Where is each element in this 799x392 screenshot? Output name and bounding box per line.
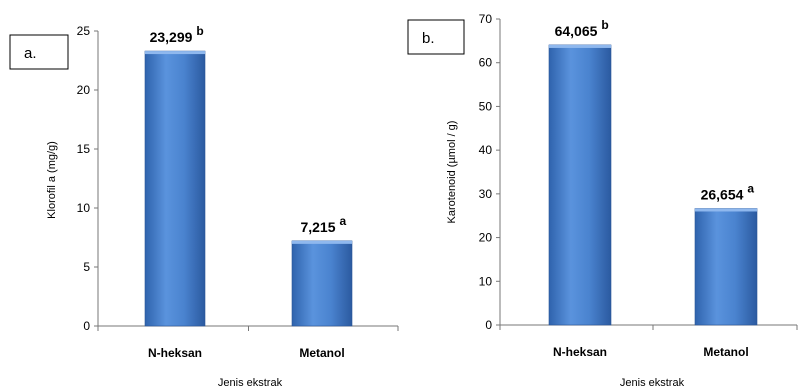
y-tick-label: 0 (83, 319, 90, 333)
x-tick-label: N-heksan (553, 345, 607, 359)
data-label: 7,215 (300, 219, 335, 235)
y-tick-label: 0 (485, 318, 492, 332)
y-tick-label: 5 (83, 260, 90, 274)
y-tick-label: 25 (77, 24, 91, 38)
chart-panel-a: a. Klorofil a (mg/g) 0 5 10 15 20 25 N-heksan 2… (9, 24, 399, 389)
bar (548, 44, 612, 326)
data-label: 64,065 (555, 23, 598, 39)
y-axis-title: Karotenoid (µmol / g) (446, 121, 458, 224)
y-tick-label: 15 (77, 142, 91, 156)
x-axis-label: Jenis ekstrak (620, 377, 685, 389)
panel-label-box (407, 19, 465, 55)
y-axis-label: Karotenoid (µmol / g) (446, 121, 458, 224)
bar-top-highlight (695, 208, 757, 212)
panel-label-box (9, 34, 69, 70)
significance-letter: b (196, 24, 203, 38)
significance-letter: a (340, 214, 347, 228)
significance-letter: a (747, 181, 754, 195)
y-tick-label: 20 (479, 231, 493, 245)
x-tick-label: N-heksan (148, 346, 202, 360)
bar-top-highlight (145, 51, 205, 55)
bar (694, 208, 758, 326)
data-label: 23,299 (150, 29, 193, 45)
y-tick-label: 40 (479, 143, 493, 157)
y-tick-label: 20 (77, 83, 91, 97)
y-tick-label: 10 (77, 201, 91, 215)
x-axis-label: Jenis ekstrak (218, 377, 283, 389)
y-tick-label: 60 (479, 56, 493, 70)
y-axis-title: Klorofil a (mg/g) (46, 141, 58, 219)
bar (291, 240, 353, 327)
significance-letter: b (601, 18, 608, 32)
y-axis-label: Klorofil a (mg/g) (46, 141, 58, 219)
plot-area: 0 10 20 30 40 50 60 70 N-heksan 64,065 b Metanol 26,… (479, 12, 798, 359)
bar (144, 50, 206, 327)
x-tick-label: Metanol (703, 345, 748, 359)
x-tick-label: Metanol (299, 346, 344, 360)
y-tick-label: 30 (479, 187, 493, 201)
y-tick-label: 10 (479, 274, 493, 288)
data-label: 26,654 (701, 186, 744, 202)
plot-area: 0 5 10 15 20 25 N-heksan 23,299 b Metanol 7,215 a (77, 24, 399, 360)
bar-top-highlight (549, 44, 611, 48)
chart-panel-b: b. Karotenoid (µmol / g) 0 10 20 30 40 50 60 70… (407, 12, 798, 389)
y-tick-label: 50 (479, 99, 493, 113)
panel-label: b. (422, 30, 435, 47)
bar-top-highlight (292, 240, 352, 244)
panel-label: a. (24, 45, 37, 62)
y-tick-label: 70 (479, 12, 493, 26)
